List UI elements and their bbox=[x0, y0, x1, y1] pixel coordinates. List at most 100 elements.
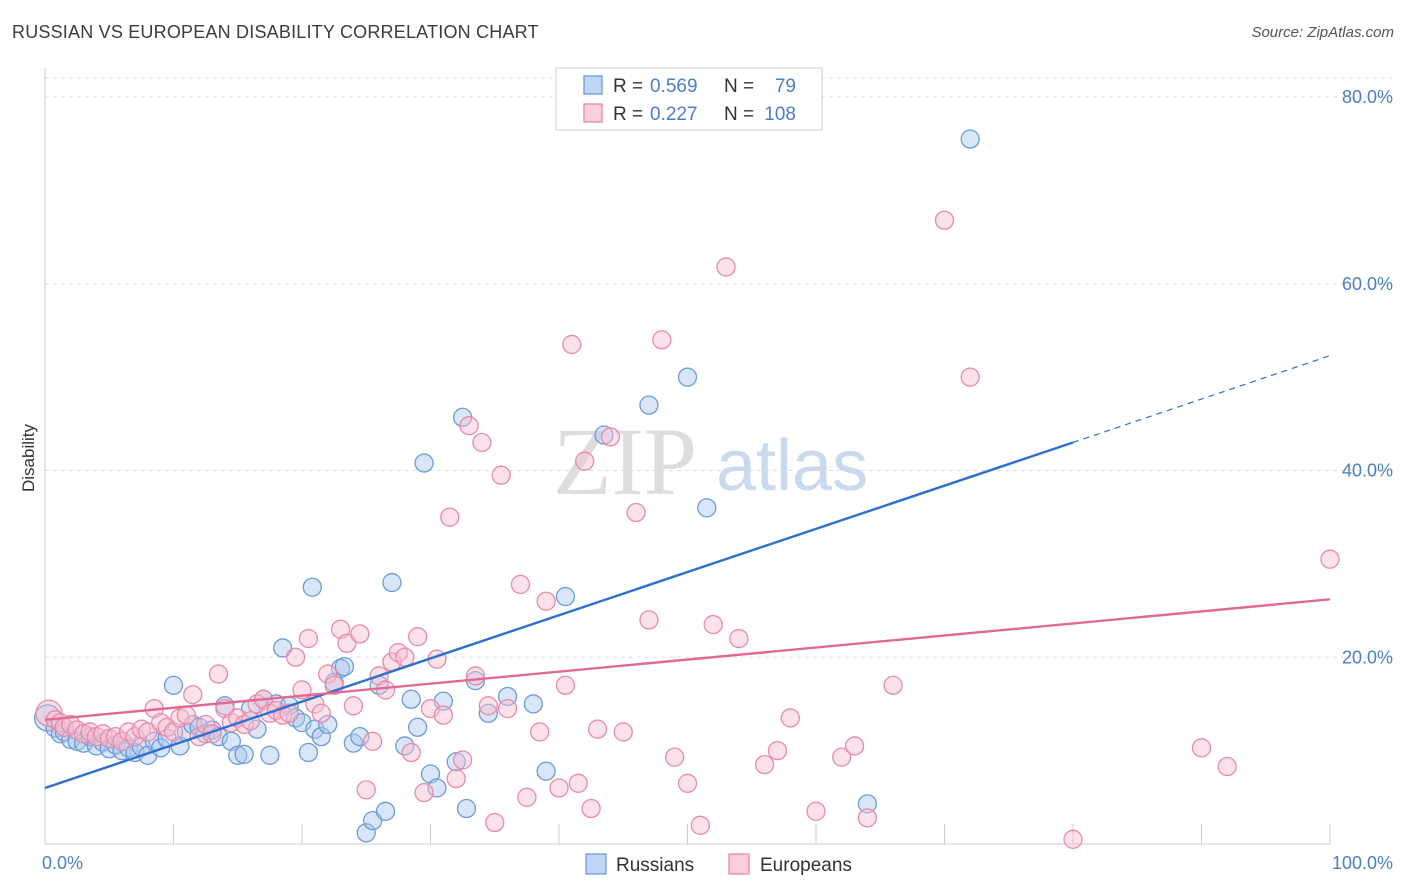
europeans-point bbox=[716, 257, 736, 277]
y-axis-title: Disability bbox=[19, 423, 38, 492]
russians-point bbox=[407, 717, 428, 737]
russians-point bbox=[677, 367, 698, 387]
watermark-zip: ZIP bbox=[553, 408, 697, 515]
europeans-point bbox=[350, 624, 370, 644]
europeans-point bbox=[163, 722, 184, 742]
russians-point bbox=[523, 694, 543, 714]
legend-n-value-europeans: 108 bbox=[764, 104, 796, 125]
russians-point bbox=[302, 577, 322, 597]
legend-n-value-russians: 79 bbox=[775, 76, 796, 97]
russians-point bbox=[356, 823, 376, 843]
russians-point bbox=[639, 395, 659, 415]
bottom-legend-swatch-europeans bbox=[728, 853, 750, 875]
bottom-legend-swatch-russians bbox=[585, 853, 607, 875]
europeans-point bbox=[208, 664, 229, 684]
europeans-point bbox=[414, 782, 434, 803]
russians-point bbox=[857, 794, 878, 814]
europeans-point bbox=[459, 416, 479, 436]
legend-swatch-europeans bbox=[583, 103, 603, 123]
trend-lines bbox=[44, 355, 1331, 790]
europeans-point bbox=[581, 798, 601, 819]
europeans-point bbox=[639, 610, 659, 630]
europeans-point bbox=[1320, 549, 1340, 569]
europeans-point bbox=[363, 731, 383, 751]
europeans-point bbox=[767, 740, 788, 761]
russians-point bbox=[697, 498, 717, 518]
europeans-point bbox=[433, 705, 454, 725]
russians-point bbox=[221, 731, 241, 751]
russians-point bbox=[334, 656, 355, 677]
russians-point bbox=[363, 811, 383, 831]
russians-point bbox=[478, 703, 498, 723]
europeans-point bbox=[832, 747, 852, 767]
legend: R = 0.569 N = 79 R = 0.227 N = 108 bbox=[555, 67, 823, 131]
chart-title: RUSSIAN VS EUROPEAN DISABILITY CORRELATI… bbox=[12, 22, 539, 42]
europeans-point bbox=[1217, 756, 1237, 777]
legend-n-label-russians: N = bbox=[724, 76, 754, 97]
watermark-atlas: atlas bbox=[716, 426, 868, 506]
europeans-point bbox=[780, 708, 800, 728]
europeans-point bbox=[677, 773, 698, 793]
europeans-point bbox=[517, 787, 537, 807]
europeans-point bbox=[138, 722, 158, 742]
russians-point bbox=[228, 745, 248, 765]
russians-point bbox=[375, 801, 396, 821]
russians-point bbox=[414, 453, 434, 473]
europeans-point bbox=[587, 719, 608, 739]
axes bbox=[44, 68, 1331, 845]
russians-point bbox=[960, 129, 980, 149]
legend-r-value-europeans: 0.227 bbox=[650, 104, 698, 125]
russians-point bbox=[273, 638, 293, 658]
europeans-point bbox=[375, 680, 396, 700]
europeans-point bbox=[665, 747, 685, 767]
russians-point bbox=[163, 675, 184, 695]
europeans-point bbox=[330, 619, 351, 639]
bottom-legend: Russians Europeans bbox=[585, 853, 852, 876]
europeans-point bbox=[1191, 738, 1212, 758]
europeans-point bbox=[568, 773, 588, 793]
europeans-point bbox=[485, 812, 505, 833]
europeans-point bbox=[491, 465, 511, 485]
russians-point bbox=[401, 689, 421, 709]
europeans-point bbox=[613, 722, 633, 742]
europeans-point bbox=[530, 722, 550, 742]
legend-n-label-europeans: N = bbox=[724, 104, 754, 125]
source-label: Source: ZipAtlas.com bbox=[1251, 24, 1394, 41]
x-tick-labels: 0.0% 100.0% bbox=[42, 853, 1393, 873]
europeans-point bbox=[1063, 829, 1083, 849]
europeans-point bbox=[703, 614, 723, 635]
y-tick-label: 60.0% bbox=[1342, 274, 1393, 294]
europeans-point bbox=[754, 754, 775, 775]
russians-point bbox=[234, 744, 254, 765]
x-tick-label: 100.0% bbox=[1332, 853, 1393, 873]
gridlines bbox=[45, 77, 1392, 658]
watermark: ZIP atlas bbox=[553, 408, 868, 515]
europeans-point bbox=[510, 574, 531, 595]
europeans-point bbox=[446, 768, 466, 789]
russians-point bbox=[555, 586, 576, 607]
europeans-point bbox=[562, 334, 582, 355]
russians-point bbox=[150, 738, 171, 758]
russians-point bbox=[456, 798, 477, 819]
europeans-point bbox=[401, 742, 421, 763]
legend-swatch-russians bbox=[583, 75, 603, 95]
russians-trend-extension bbox=[1072, 355, 1331, 444]
europeans-point bbox=[960, 367, 980, 387]
europeans-point bbox=[176, 705, 197, 725]
europeans-point bbox=[337, 633, 357, 653]
europeans-point bbox=[311, 703, 331, 723]
russians-point bbox=[382, 572, 402, 593]
russians-point bbox=[536, 761, 556, 781]
europeans-point bbox=[575, 451, 595, 471]
x-tick-label: 0.0% bbox=[42, 853, 83, 873]
legend-r-value-russians: 0.569 bbox=[650, 76, 698, 97]
russians-point bbox=[318, 714, 338, 735]
europeans-point bbox=[440, 507, 460, 527]
europeans-point bbox=[497, 698, 518, 719]
europeans-point bbox=[478, 696, 498, 716]
europeans-point bbox=[407, 627, 428, 647]
europeans-point bbox=[883, 675, 903, 695]
europeans-point bbox=[844, 736, 865, 756]
europeans-point bbox=[285, 647, 306, 667]
europeans-point bbox=[536, 591, 556, 611]
